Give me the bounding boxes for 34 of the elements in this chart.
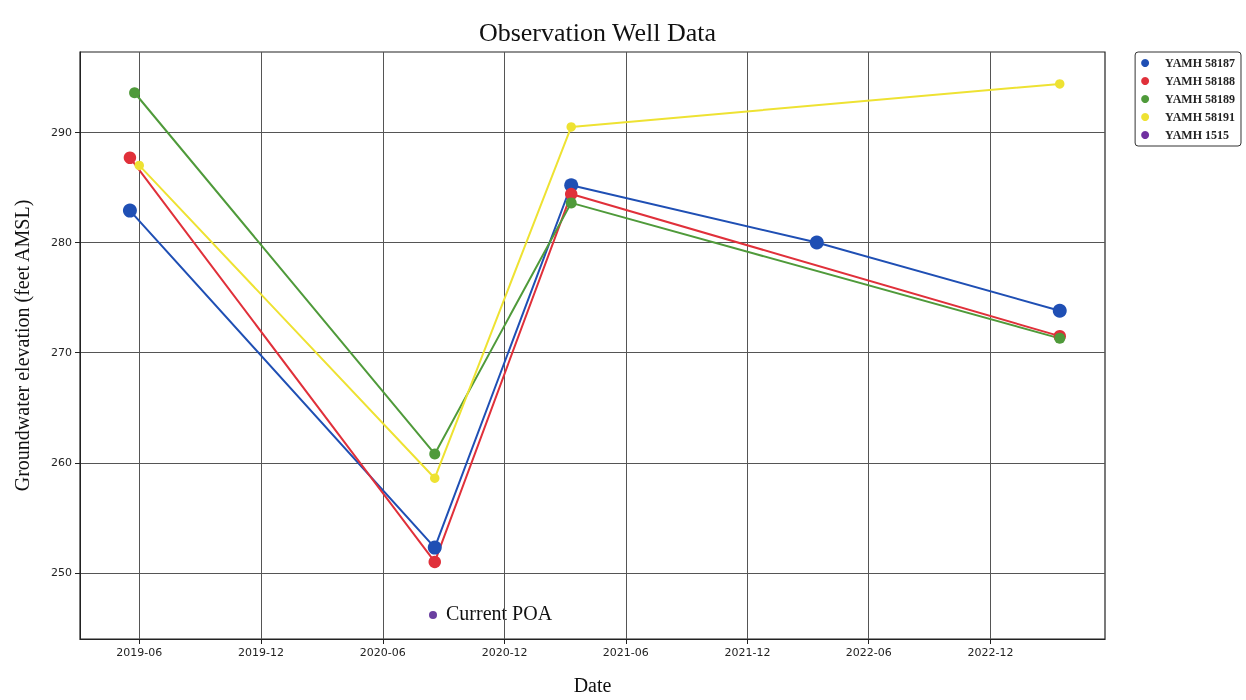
- legend-label: YAMH 1515: [1165, 128, 1229, 142]
- y-tick-label: 250: [51, 566, 72, 580]
- point: [122, 203, 137, 218]
- legend-label: YAMH 58188: [1165, 74, 1235, 88]
- point: [430, 473, 440, 483]
- point: [134, 160, 144, 171]
- y-tick-label: 270: [51, 346, 72, 360]
- legend-label: YAMH 58187: [1165, 56, 1235, 70]
- y-tick-label: 260: [51, 456, 72, 470]
- x-tick-label: 2021-12: [724, 646, 771, 659]
- y-axis-title: Groundwater elevation (feet AMSL): [11, 199, 34, 492]
- x-tick-label: 2022-06: [845, 646, 892, 659]
- legend-label: YAMH 58189: [1165, 92, 1235, 106]
- point: [1055, 79, 1065, 89]
- x-tick-label: 2021-06: [602, 646, 649, 659]
- x-tick-label: 2022-12: [967, 646, 1014, 659]
- point: [129, 87, 141, 99]
- point: [566, 122, 576, 132]
- chart-title: Observation Well Data: [478, 17, 717, 47]
- point: [565, 197, 577, 209]
- x-tick-label: 2020-12: [481, 646, 528, 659]
- x-axis-title: Date: [573, 674, 612, 696]
- y-tick-label: 280: [51, 236, 72, 250]
- point: [427, 540, 442, 555]
- point: [1052, 303, 1067, 318]
- point: [809, 235, 824, 250]
- x-tick-label: 2019-06: [116, 646, 163, 659]
- y-tick-label: 290: [51, 125, 72, 139]
- point: [429, 448, 441, 460]
- point: [428, 555, 442, 569]
- x-tick-label: 2019-12: [238, 646, 285, 659]
- point: [123, 151, 137, 164]
- x-tick-label: 2020-06: [359, 646, 406, 659]
- legend-label: YAMH 58191: [1165, 110, 1235, 124]
